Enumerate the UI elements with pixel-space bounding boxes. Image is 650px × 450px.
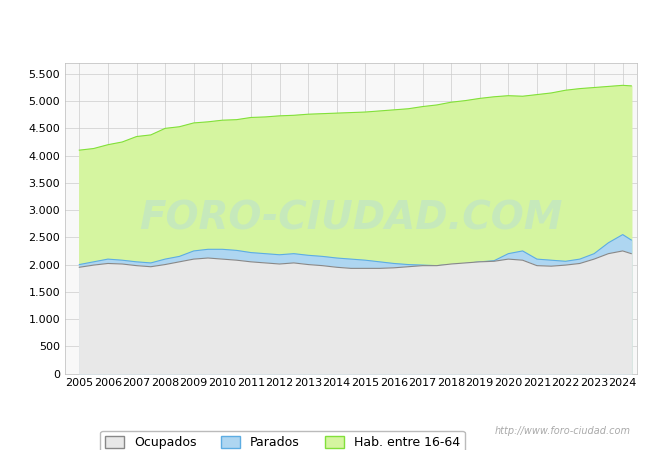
Text: Artà - Evolucion de la poblacion en edad de Trabajar Mayo de 2024: Artà - Evolucion de la poblacion en edad…: [38, 19, 612, 35]
Text: FORO-CIUDAD.COM: FORO-CIUDAD.COM: [139, 199, 563, 237]
Legend: Ocupados, Parados, Hab. entre 16-64: Ocupados, Parados, Hab. entre 16-64: [100, 431, 465, 450]
Text: http://www.foro-ciudad.com: http://www.foro-ciudad.com: [495, 427, 630, 436]
